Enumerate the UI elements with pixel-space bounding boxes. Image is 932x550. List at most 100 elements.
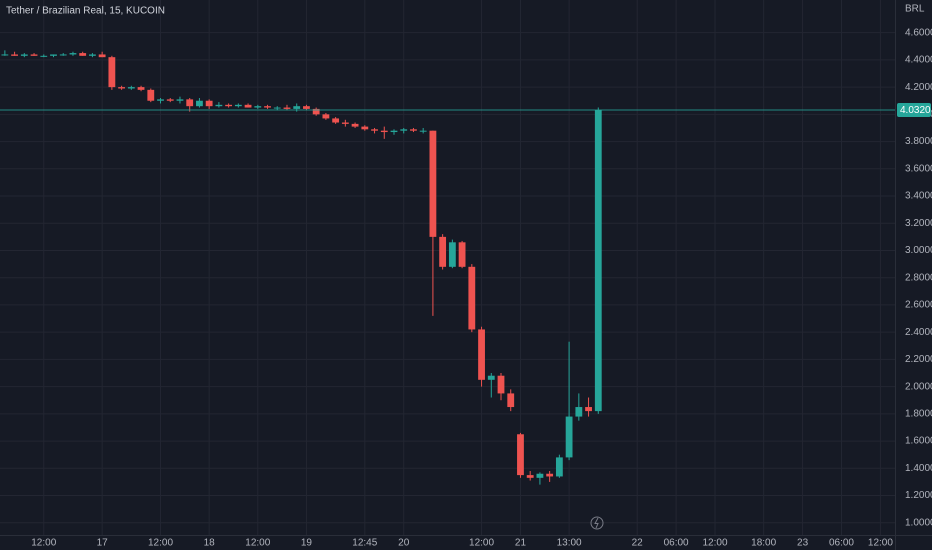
- x-tick-label: 12:00: [31, 538, 56, 549]
- x-tick-label: 12:00: [469, 538, 494, 549]
- candle-body: [303, 106, 310, 109]
- y-tick-label: 2.2000: [905, 354, 932, 365]
- candle-body: [429, 130, 437, 237]
- candle-body: [137, 87, 145, 90]
- candle-body: [478, 329, 485, 380]
- candle-body: [20, 54, 28, 56]
- candle-body: [59, 54, 67, 56]
- y-tick-label: 4.6000: [905, 27, 932, 38]
- candle-body: [546, 473, 554, 477]
- x-tick-label: 22: [632, 538, 644, 549]
- y-tick-label: 1.0000: [905, 517, 932, 528]
- candle-body: [371, 129, 378, 131]
- x-tick-label: 12:00: [703, 538, 728, 549]
- price-label-bg: [897, 102, 931, 117]
- y-axis-label: BRL: [905, 4, 925, 15]
- x-tick-label: 23: [797, 538, 809, 549]
- candle-body: [273, 107, 281, 109]
- y-tick-label: 1.2000: [905, 490, 932, 501]
- candle-body: [205, 100, 213, 107]
- candle-body: [332, 118, 340, 123]
- candle-body: [50, 54, 57, 56]
- y-tick-label: 4.2000: [905, 82, 932, 93]
- candle-body: [186, 99, 194, 107]
- candle-body: [487, 375, 495, 380]
- y-tick-label: 2.8000: [905, 272, 932, 283]
- candle-body: [594, 109, 602, 412]
- candle-body: [468, 266, 476, 330]
- candle-body: [166, 99, 174, 101]
- candle-body: [40, 55, 48, 57]
- x-tick-label: 21: [515, 538, 527, 549]
- candle-body: [118, 87, 126, 89]
- candle-body: [322, 114, 330, 119]
- x-tick-label: 12:00: [868, 538, 893, 549]
- candle-body: [11, 54, 18, 56]
- candle-body: [585, 407, 592, 412]
- candle-body: [439, 236, 447, 267]
- candle-body: [98, 54, 106, 58]
- candle-body: [127, 87, 135, 89]
- candle-body: [147, 89, 155, 101]
- candle-body: [264, 106, 271, 108]
- y-tick-label: 3.0000: [905, 245, 932, 256]
- candle-body: [30, 54, 38, 56]
- y-tick-label: 1.4000: [905, 463, 932, 474]
- candle-body: [410, 129, 417, 131]
- candle-body: [555, 457, 563, 477]
- x-tick-label: 13:00: [557, 538, 582, 549]
- candle-body: [89, 54, 96, 56]
- x-tick-label: 18: [204, 538, 216, 549]
- x-tick-label: 06:00: [664, 538, 689, 549]
- candle-body: [448, 242, 456, 267]
- candle-body: [517, 434, 524, 476]
- candle-body: [1, 54, 9, 56]
- candle-body: [536, 473, 544, 478]
- candle-body: [400, 129, 408, 131]
- candle-body: [108, 57, 116, 88]
- y-tick-label: 2.6000: [905, 300, 932, 311]
- candle-body: [390, 130, 398, 133]
- candle-body: [497, 375, 505, 394]
- x-tick-label: 20: [398, 538, 410, 549]
- y-tick-label: 2.0000: [905, 381, 932, 392]
- x-tick-label: 18:00: [751, 538, 776, 549]
- candle-body: [312, 108, 320, 115]
- candle-body: [69, 53, 77, 55]
- x-tick-label: 12:00: [148, 538, 173, 549]
- chart-title: Tether / Brazilian Real, 15, KUCOIN: [6, 6, 165, 17]
- x-tick-label: 06:00: [829, 538, 854, 549]
- y-tick-label: 3.2000: [905, 218, 932, 229]
- candle-body: [351, 123, 359, 127]
- candle-body: [176, 99, 184, 101]
- price-label: 4.0320: [900, 105, 931, 116]
- candle-body: [565, 416, 573, 458]
- x-tick-label: 19: [301, 538, 313, 549]
- candle-body: [215, 104, 223, 107]
- candle-body: [526, 475, 534, 478]
- candle-body: [341, 122, 349, 124]
- y-tick-label: 3.8000: [905, 136, 932, 147]
- candle-body: [575, 407, 583, 417]
- candle-body: [507, 393, 515, 408]
- candle-body: [234, 104, 242, 107]
- candle-body: [283, 107, 291, 109]
- lightning-icon: [590, 516, 604, 530]
- y-tick-label: 4.4000: [905, 55, 932, 66]
- candle-body: [79, 53, 87, 56]
- y-tick-label: 3.6000: [905, 163, 932, 174]
- candle-body: [254, 106, 262, 108]
- y-tick-label: 3.4000: [905, 191, 932, 202]
- candle-body: [361, 126, 369, 130]
- candle-body: [419, 130, 427, 132]
- x-tick-label: 12:00: [245, 538, 270, 549]
- candle-body: [380, 130, 388, 133]
- x-tick-label: 12:45: [352, 538, 377, 549]
- candle-body: [293, 106, 301, 109]
- candle-body: [244, 104, 252, 108]
- grid: [0, 0, 895, 535]
- x-tick-label: 17: [97, 538, 109, 549]
- y-tick-label: 1.8000: [905, 408, 932, 419]
